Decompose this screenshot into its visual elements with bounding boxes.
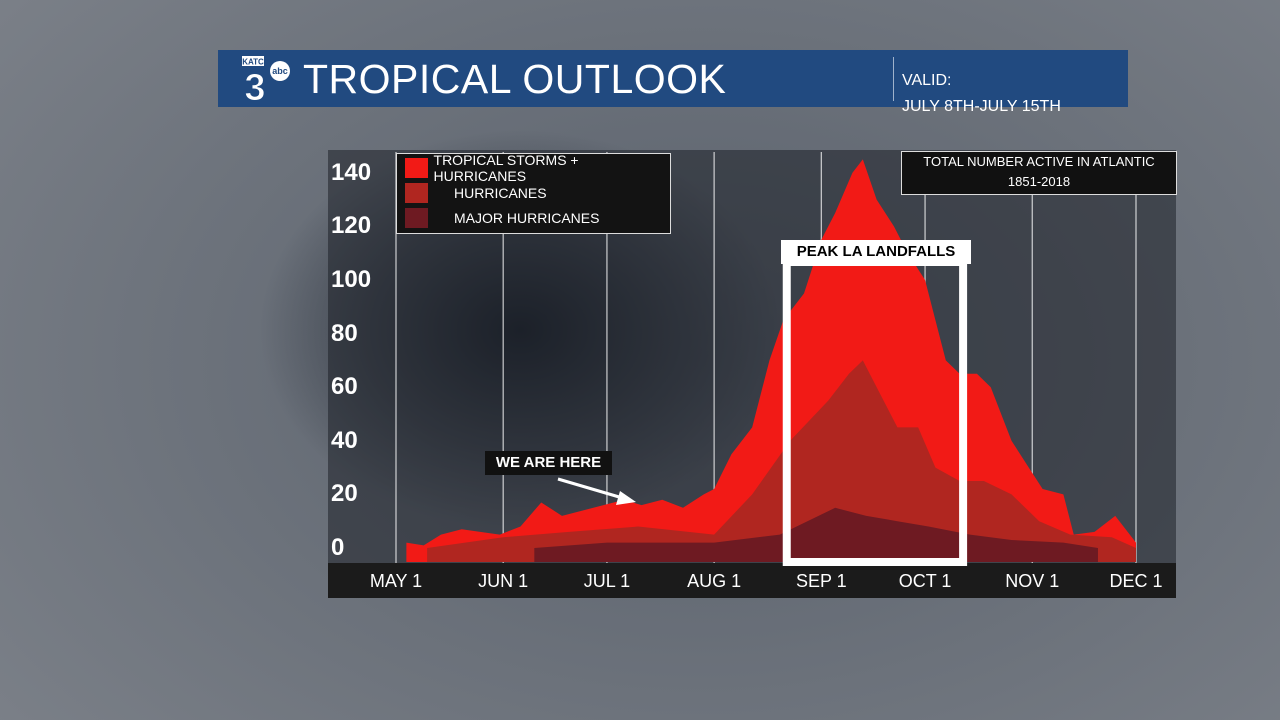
legend-item-major: MAJOR HURRICANES: [405, 207, 599, 229]
x-axis-band: [328, 563, 1176, 598]
legend-swatch: [405, 158, 428, 178]
legend-item-hurricanes: HURRICANES: [405, 182, 547, 204]
chart-subtitle: 1851-2018: [1007, 174, 1071, 189]
area-series-major-hurricanes: [534, 507, 1098, 562]
header-divider: [893, 57, 894, 101]
y-tick-label: 140: [331, 158, 372, 186]
svg-text:3: 3: [244, 67, 265, 104]
x-tick-label: NOV 1: [1005, 571, 1060, 591]
y-tick-label: 20: [331, 480, 358, 508]
x-tick-label: SEP 1: [795, 571, 847, 591]
legend-label: MAJOR HURRICANES: [454, 210, 600, 226]
legend-swatch: [405, 208, 428, 228]
title-bar: [218, 50, 1128, 107]
arrow-shaft: [557, 477, 627, 501]
legend-swatch: [405, 183, 428, 203]
page-title: TROPICAL OUTLOOK: [303, 56, 727, 102]
peak-landfalls-label: PEAK LA LANDFALLS: [781, 240, 971, 264]
svg-text:KATC: KATC: [242, 58, 264, 67]
y-tick-label: 120: [331, 212, 372, 240]
x-tick-label: MAY 1: [369, 571, 423, 591]
y-tick-label: 100: [331, 266, 372, 293]
valid-range: JULY 8TH-JULY 15TH: [902, 98, 1061, 115]
y-tick-label: 40: [331, 426, 358, 454]
we-are-here-label: WE ARE HERE: [485, 451, 612, 475]
chart-title: TOTAL NUMBER ACTIVE IN ATLANTIC: [923, 154, 1155, 169]
x-tick-label: DEC 1: [1109, 571, 1163, 591]
chart-title-box: TOTAL NUMBER ACTIVE IN ATLANTIC 1851-201…: [901, 151, 1177, 195]
y-tick-label: 80: [331, 319, 358, 347]
x-tick-label: JUN 1: [478, 571, 529, 591]
x-tick-label: AUG 1: [687, 571, 742, 591]
legend: TROPICAL STORMS + HURRICANES HURRICANES …: [396, 152, 671, 234]
y-tick-label: 0: [331, 534, 345, 561]
svg-text:abc: abc: [272, 66, 288, 76]
legend-item-ts: TROPICAL STORMS + HURRICANES: [405, 152, 670, 184]
area-series-hurricanes: [427, 360, 1137, 562]
area-series-ts-hurricanes: [406, 159, 1136, 562]
x-tick-label: JUL 1: [583, 571, 631, 591]
legend-label: TROPICAL STORMS + HURRICANES: [433, 152, 579, 184]
y-tick-label: 60: [331, 373, 358, 401]
x-tick-label: OCT 1: [898, 571, 952, 591]
arrow-head-icon: [616, 491, 636, 505]
katc-logo: KATC 3 abc: [242, 56, 290, 104]
valid-label: VALID:: [902, 72, 952, 89]
legend-label: HURRICANES: [454, 185, 547, 201]
valid-dates: VALID: JULY 8TH-JULY 15TH: [902, 68, 1061, 120]
